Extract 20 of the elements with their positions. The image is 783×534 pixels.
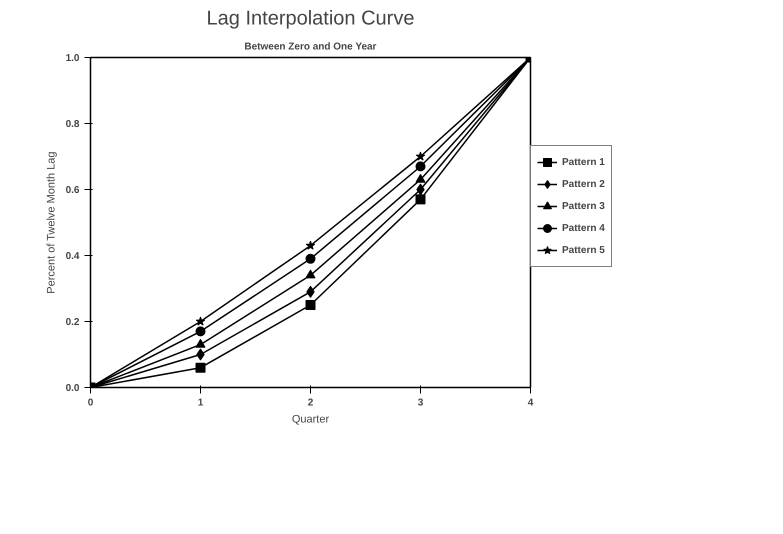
chart-title: Lag Interpolation Curve [206,8,414,30]
y-tick-label: 0.0 [66,383,80,394]
y-tick-label: 0.8 [66,119,80,130]
y-axis-title: Percent of Twelve Month Lag [46,151,58,294]
legend-label: Pattern 3 [562,200,605,212]
x-tick-label: 4 [528,398,534,408]
legend-label: Pattern 4 [562,222,605,234]
y-tick-label: 0.6 [66,185,80,196]
y-tick-label: 0.4 [66,251,80,262]
x-tick-label: 2 [308,398,314,408]
x-axis-title: Quarter [292,414,330,426]
chart-subtitle: Between Zero and One Year [244,42,377,52]
x-tick-label: 3 [418,398,424,408]
x-tick-label: 0 [88,398,94,408]
legend-label: Pattern 5 [562,244,605,256]
legend-label: Pattern 2 [562,178,605,190]
x-tick-label: 1 [198,398,204,408]
y-tick-label: 1.0 [66,53,80,64]
legend-label: Pattern 1 [562,156,605,168]
y-tick-label: 0.2 [66,317,80,328]
